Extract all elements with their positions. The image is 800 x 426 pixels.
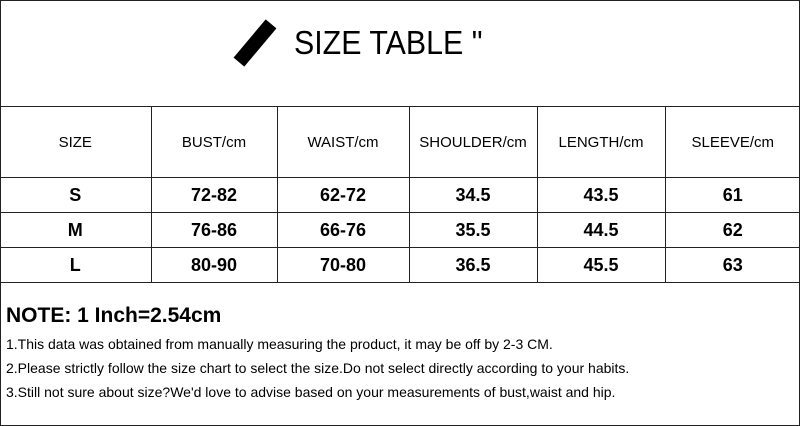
table-row: S 72-82 62-72 34.5 43.5 61	[0, 177, 800, 213]
cell: M	[0, 212, 152, 248]
cell: 66-76	[276, 212, 410, 248]
cell: 45.5	[536, 247, 666, 283]
header-cell: SIZE	[0, 106, 152, 178]
cell: 44.5	[536, 212, 666, 248]
cell: 62	[664, 212, 800, 248]
note-item: 2.Please strictly follow the size chart …	[6, 360, 630, 376]
cell: S	[0, 177, 152, 213]
table-row: M 76-86 66-76 35.5 44.5 62	[0, 212, 800, 248]
cell: 76-86	[150, 212, 278, 248]
notes-section: NOTE: 1 Inch=2.54cm 1.This data was obta…	[6, 304, 796, 408]
header-cell: SLEEVE/cm	[664, 106, 800, 178]
size-table: SIZE BUST/cm WAIST/cm SHOULDER/cm LENGTH…	[0, 106, 800, 283]
cell: 35.5	[408, 212, 538, 248]
page-title: SIZE TABLE "	[294, 24, 483, 61]
table-header-row: SIZE BUST/cm WAIST/cm SHOULDER/cm LENGTH…	[0, 106, 800, 178]
cell: 70-80	[276, 247, 410, 283]
cell: 62-72	[276, 177, 410, 213]
cell: 61	[664, 177, 800, 213]
header-cell: LENGTH/cm	[536, 106, 666, 178]
header-cell: WAIST/cm	[276, 106, 410, 178]
cell: L	[0, 247, 152, 283]
cell: 34.5	[408, 177, 538, 213]
table-row: L 80-90 70-80 36.5 45.5 63	[0, 247, 800, 283]
cell: 36.5	[408, 247, 538, 283]
cell: 80-90	[150, 247, 278, 283]
cell: 43.5	[536, 177, 666, 213]
header-cell: BUST/cm	[150, 106, 278, 178]
header-cell: SHOULDER/cm	[408, 106, 538, 178]
note-title: NOTE: 1 Inch=2.54cm	[6, 304, 222, 327]
slash-decoration-icon	[233, 19, 277, 67]
title-area: SIZE TABLE "	[0, 0, 800, 106]
note-item: 1.This data was obtained from manually m…	[6, 336, 553, 352]
cell: 72-82	[150, 177, 278, 213]
note-item: 3.Still not sure about size?We'd love to…	[6, 384, 616, 400]
cell: 63	[664, 247, 800, 283]
